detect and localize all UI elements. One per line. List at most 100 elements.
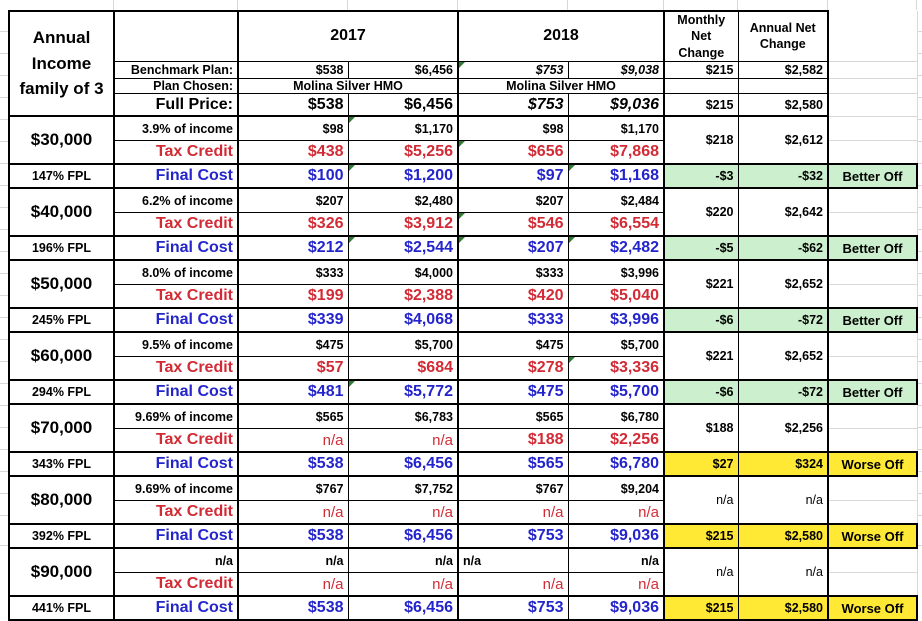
blank-header-cell[interactable] [113,9,239,62]
group-net-annual[interactable]: n/a [737,547,829,597]
final-2018-annual[interactable]: $1,168 [567,163,665,190]
empty-cell[interactable] [828,284,918,309]
final-2018-annual[interactable]: $6,780 [567,451,665,478]
pct-2018-annual[interactable]: $1,170 [567,115,665,141]
group-net-monthly[interactable]: n/a [663,547,739,597]
final-2018-annual[interactable]: $9,036 [567,523,665,550]
empty-cell[interactable] [828,356,918,381]
pct-2018-monthly[interactable]: $98 [457,115,569,141]
pct-2018-monthly[interactable]: n/a [457,547,569,573]
final-2018-annual[interactable]: $2,482 [567,235,665,262]
pct-2017-monthly[interactable]: n/a [237,547,349,573]
final-2017-annual[interactable]: $6,456 [347,451,459,478]
empty-cell[interactable] [828,11,918,62]
final-2018-annual[interactable]: $9,036 [567,595,665,621]
plan-chosen-2018[interactable]: Molina Silver HMO [457,77,665,94]
credit-2018-monthly[interactable]: n/a [457,499,569,525]
status-cell[interactable]: Better Off [827,235,918,262]
pct-label[interactable]: 8.0% of income [113,259,239,285]
income-cell[interactable]: $80,000 [8,475,115,525]
benchmark-2018-annual[interactable]: $9,038 [567,60,665,79]
credit-2018-annual[interactable]: n/a [567,499,665,525]
empty-net-cell[interactable] [663,77,739,94]
pct-2017-monthly[interactable]: $207 [237,187,349,213]
pct-label[interactable]: 9.5% of income [113,331,239,357]
credit-2017-annual[interactable]: n/a [347,499,459,525]
final-2017-annual[interactable]: $6,456 [347,595,459,621]
final-2017-monthly[interactable]: $481 [237,379,349,406]
pct-label[interactable]: 6.2% of income [113,187,239,213]
empty-net-cell[interactable] [737,77,829,94]
empty-cell[interactable] [828,116,918,141]
final-net-monthly[interactable]: -$3 [663,163,739,190]
status-cell[interactable]: Better Off [827,307,918,334]
pct-2018-monthly[interactable]: $565 [457,403,569,429]
year-2017-header[interactable]: 2017 [237,9,459,62]
group-net-annual[interactable]: $2,652 [737,331,829,381]
final-2018-monthly[interactable]: $97 [457,163,569,190]
fpl-cell[interactable]: 392% FPL [8,523,115,550]
group-net-monthly[interactable]: $188 [663,403,739,453]
credit-2018-annual[interactable]: $6,554 [567,211,665,237]
tax-credit-label[interactable]: Tax Credit [113,571,239,597]
full-price-net-annual[interactable]: $2,580 [737,92,829,118]
empty-cell[interactable] [828,61,918,79]
empty-cell[interactable] [828,93,918,117]
pct-2017-annual[interactable]: $6,783 [347,403,459,429]
pct-2018-monthly[interactable]: $475 [457,331,569,357]
income-cell[interactable]: $70,000 [8,403,115,453]
final-2017-monthly[interactable]: $538 [237,523,349,550]
final-net-annual[interactable]: $324 [737,451,829,478]
pct-2018-annual[interactable]: n/a [567,547,665,573]
final-net-annual[interactable]: -$32 [737,163,829,190]
final-2017-annual[interactable]: $2,544 [347,235,459,262]
final-net-monthly[interactable]: $27 [663,451,739,478]
status-cell[interactable]: Worse Off [827,595,918,621]
final-2018-monthly[interactable]: $207 [457,235,569,262]
pct-2017-annual[interactable]: $4,000 [347,259,459,285]
pct-2017-monthly[interactable]: $333 [237,259,349,285]
final-cost-label[interactable]: Final Cost [113,523,239,550]
income-cell[interactable]: $30,000 [8,115,115,165]
pct-2018-annual[interactable]: $9,204 [567,475,665,501]
final-cost-label[interactable]: Final Cost [113,163,239,190]
credit-2018-monthly[interactable]: $188 [457,427,569,453]
tax-credit-label[interactable]: Tax Credit [113,499,239,525]
final-2017-monthly[interactable]: $212 [237,235,349,262]
group-net-annual[interactable]: $2,642 [737,187,829,237]
final-2018-annual[interactable]: $5,700 [567,379,665,406]
group-net-annual[interactable]: $2,256 [737,403,829,453]
tax-credit-label[interactable]: Tax Credit [113,139,239,165]
pct-label[interactable]: 3.9% of income [113,115,239,141]
empty-cell[interactable] [828,500,918,525]
final-net-annual[interactable]: -$62 [737,235,829,262]
final-net-annual[interactable]: -$72 [737,379,829,406]
pct-label[interactable]: 9.69% of income [113,403,239,429]
credit-2018-annual[interactable]: $2,256 [567,427,665,453]
tax-credit-label[interactable]: Tax Credit [113,427,239,453]
final-net-monthly[interactable]: $215 [663,523,739,550]
empty-cell[interactable] [828,332,918,357]
credit-2018-monthly[interactable]: n/a [457,571,569,597]
status-cell[interactable]: Better Off [827,379,918,406]
empty-cell[interactable] [828,572,918,597]
annual-net-change-header[interactable]: Annual Net Change [737,9,829,62]
empty-cell[interactable] [828,404,918,429]
credit-2018-monthly[interactable]: $420 [457,283,569,309]
fpl-cell[interactable]: 196% FPL [8,235,115,262]
full-price-2018-monthly[interactable]: $753 [457,92,569,118]
income-cell[interactable]: $90,000 [8,547,115,597]
final-cost-label[interactable]: Final Cost [113,595,239,621]
pct-2018-annual[interactable]: $5,700 [567,331,665,357]
group-net-monthly[interactable]: $218 [663,115,739,165]
final-2018-monthly[interactable]: $753 [457,523,569,550]
pct-label[interactable]: 9.69% of income [113,475,239,501]
empty-cell[interactable] [828,188,918,213]
status-cell[interactable]: Better Off [827,163,918,190]
final-2017-annual[interactable]: $1,200 [347,163,459,190]
final-net-annual[interactable]: -$72 [737,307,829,334]
plan-chosen-2017[interactable]: Molina Silver HMO [237,77,459,94]
credit-2018-annual[interactable]: $5,040 [567,283,665,309]
tax-credit-label[interactable]: Tax Credit [113,211,239,237]
full-price-label[interactable]: Full Price: [113,92,239,118]
